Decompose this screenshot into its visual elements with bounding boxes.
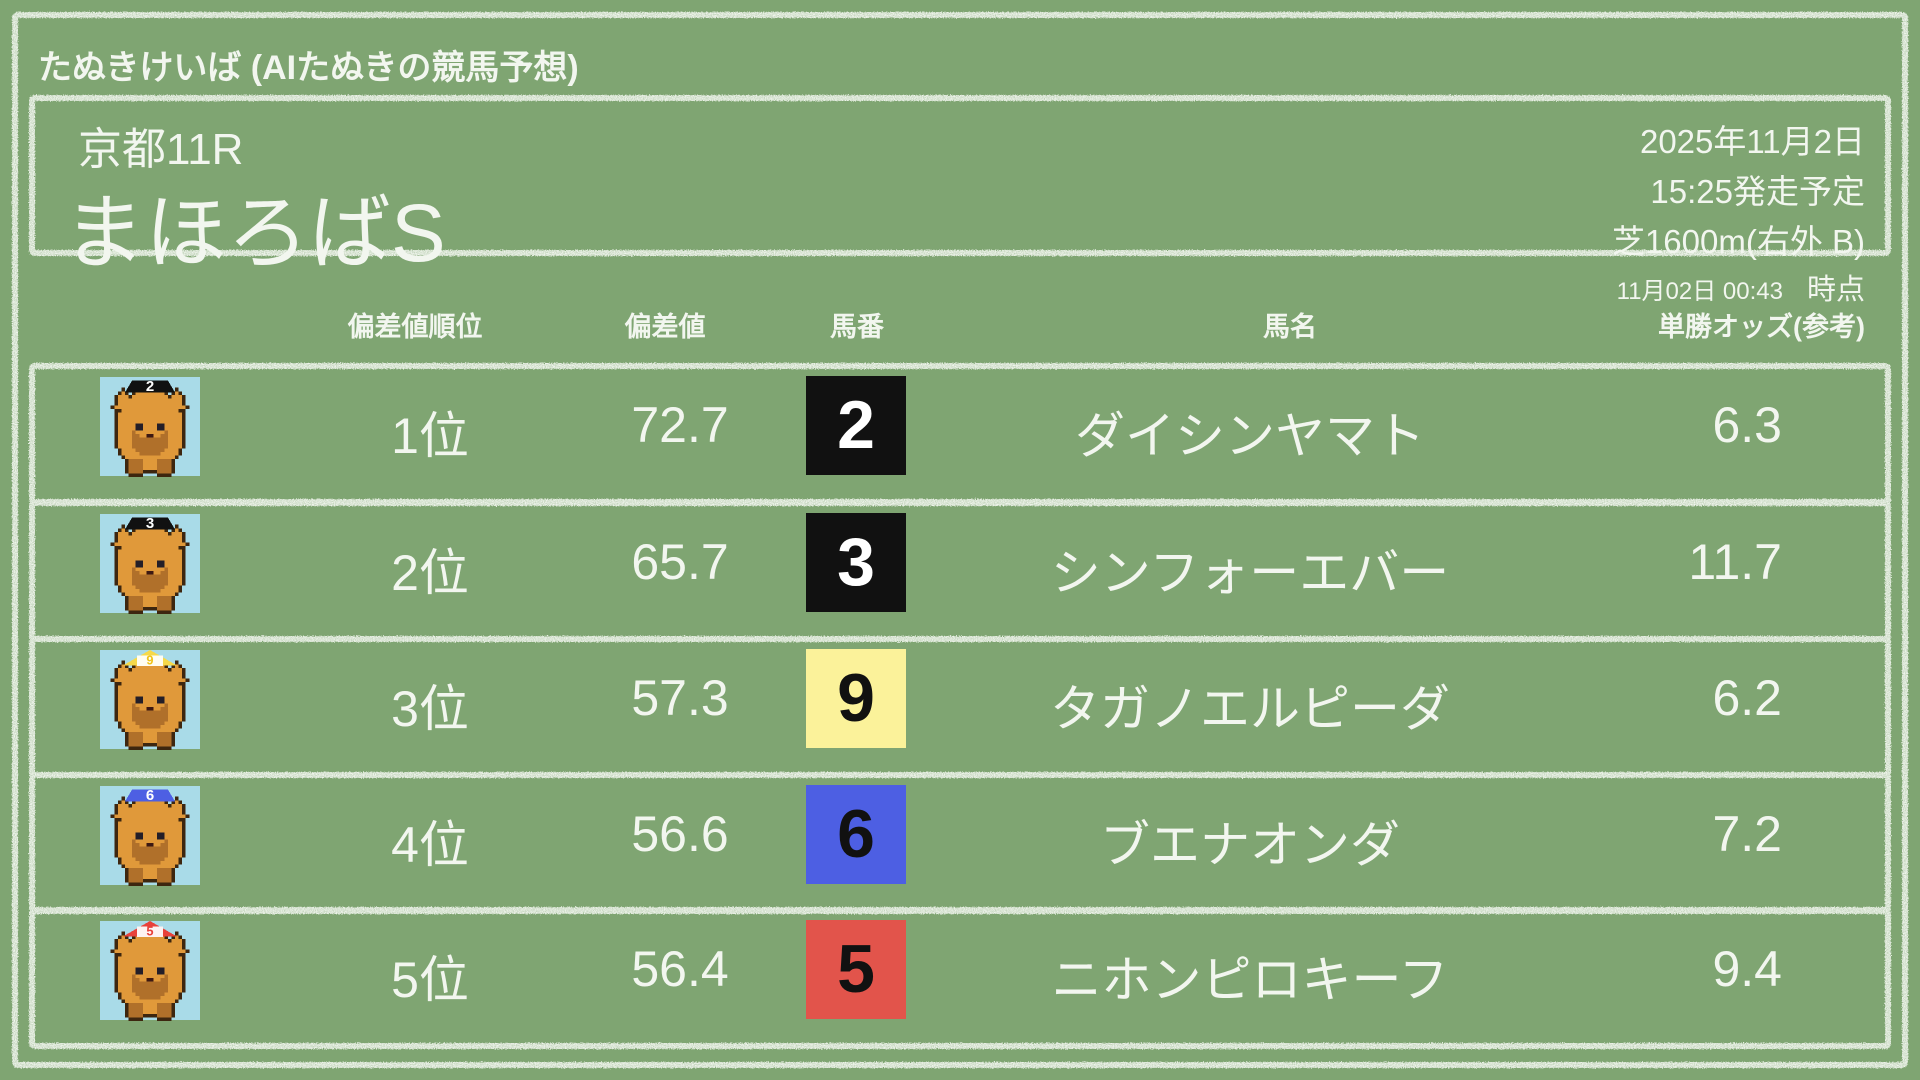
svg-text:2: 2 <box>146 378 154 395</box>
svg-text:3: 3 <box>146 515 154 532</box>
svg-text:5: 5 <box>146 923 153 938</box>
svg-text:6: 6 <box>146 787 154 804</box>
svg-text:9: 9 <box>146 652 153 667</box>
